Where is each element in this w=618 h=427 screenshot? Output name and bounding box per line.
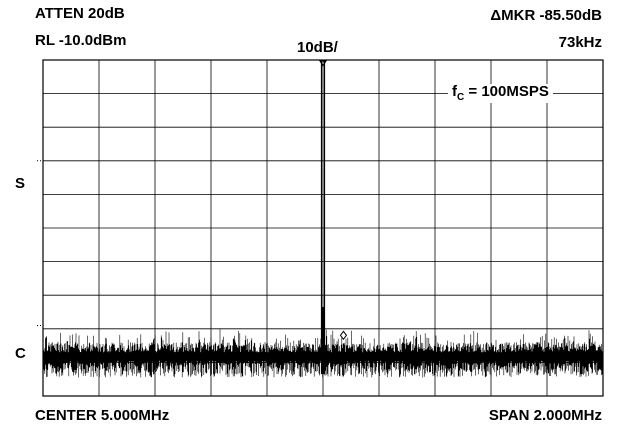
sample-rate-value: = 100MSPS xyxy=(464,83,549,100)
reference-marker-icon xyxy=(319,60,327,67)
scale-label: 10dB/ xyxy=(297,39,338,56)
noise-floor-trace xyxy=(42,329,604,378)
side-marker-c: C xyxy=(15,345,26,362)
center-freq-label: CENTER 5.000MHz xyxy=(35,407,170,424)
side-marker-s: S xyxy=(15,175,26,192)
span-label: SPAN 2.000MHz xyxy=(488,407,602,424)
sample-rate-sub: C xyxy=(457,92,465,103)
delta-marker-icon xyxy=(339,330,348,341)
sample-rate-annotation: fC = 100MSPS xyxy=(448,84,553,103)
ref-level-label: RL -10.0dBm xyxy=(35,32,127,49)
marker-freq-label: 73kHz xyxy=(558,34,602,51)
atten-label: ATTEN 20dB xyxy=(35,5,125,22)
sample-rate-f: f xyxy=(452,83,457,100)
marker-delta-label: ΔMKR -85.50dB xyxy=(490,7,602,24)
